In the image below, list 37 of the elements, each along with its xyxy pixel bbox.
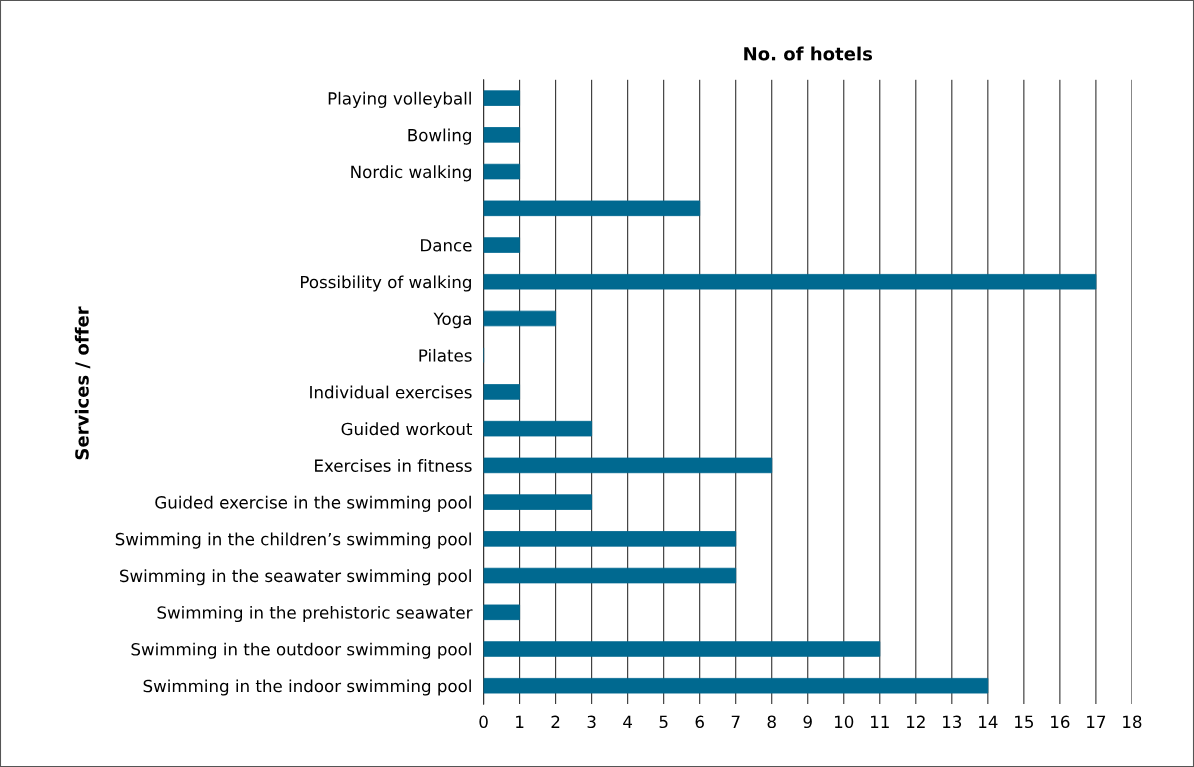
x-tick-label: 7 [731, 715, 740, 728]
y-tick-label: Playing volleyball [328, 91, 471, 108]
y-tick-label: Bowling [408, 128, 471, 145]
x-tick-label: 1 [516, 715, 524, 728]
x-axis-title: No. of hotels [744, 46, 873, 61]
x-tick-label: 9 [803, 715, 812, 729]
x-tick-label: 18 [1123, 715, 1142, 729]
x-tick-label: 14 [979, 715, 998, 728]
y-tick-label: Yoga [433, 312, 471, 329]
x-tick-label: 6 [695, 715, 704, 729]
x-tick-label: 5 [659, 715, 668, 729]
y-tick-label: Individual exercises [310, 385, 472, 399]
x-tick-label: 16 [1051, 715, 1070, 729]
x-tick-label: 11 [871, 715, 889, 728]
x-tick-label: 15 [1015, 715, 1033, 729]
x-tick-label: 0 [479, 715, 488, 729]
x-tick-label: 13 [943, 715, 962, 729]
y-tick-label: Swimming in the indoor swimming pool [143, 679, 471, 696]
y-axis-title: Services / offer [74, 306, 91, 460]
y-tick-label: Possibility of walking [301, 275, 471, 292]
x-tick-label: 8 [767, 715, 776, 729]
y-tick-label: Exercises in fitness [315, 459, 472, 472]
y-tick-label: Swimming in the seawater swimming pool [120, 569, 471, 586]
x-tick-label: 3 [587, 715, 596, 729]
y-tick-label: Nordic walking [351, 165, 471, 182]
x-tick-label: 10 [834, 715, 854, 729]
y-tick-label: Guided exercise in the swimming pool [155, 495, 471, 512]
y-tick-label: Dance [421, 239, 472, 252]
y-tick-label: Swimming in the children’s swimming pool [115, 532, 471, 549]
y-tick-label: Swimming in the outdoor swimming pool [131, 642, 471, 659]
x-tick-label: 4 [623, 715, 633, 728]
x-tick-label: 17 [1087, 715, 1106, 728]
y-tick-label: Pilates [419, 348, 472, 362]
y-tick-label: Swimming in the prehistoric seawater [157, 605, 473, 623]
x-tick-label: 2 [551, 715, 560, 728]
x-tick-label: 12 [907, 715, 925, 728]
y-tick-label: Guided workout [341, 422, 473, 436]
